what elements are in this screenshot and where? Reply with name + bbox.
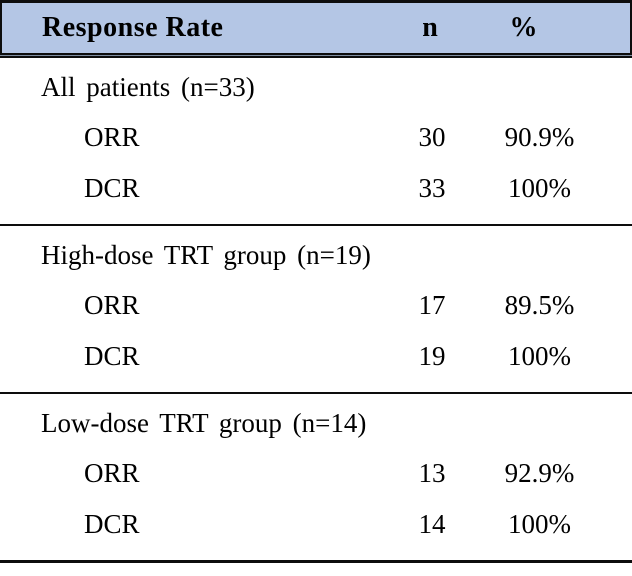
row-pct-value: 92.9% — [504, 458, 575, 488]
row-label: ORR — [84, 458, 140, 488]
table-row: ORR 17 89.5% — [0, 280, 632, 331]
row-label: DCR — [84, 173, 140, 203]
row-pct-value: 89.5% — [504, 290, 575, 320]
row-label: ORR — [84, 290, 140, 320]
table-header-row: Response Rate n % — [0, 0, 632, 53]
row-n-value: 30 — [418, 122, 446, 152]
section-title: Low-dose TRT group (n=14) — [41, 407, 367, 438]
row-label: ORR — [84, 122, 140, 152]
table-row: DCR 14 100% — [0, 499, 632, 550]
section-low-dose-trt: Low-dose TRT group (n=14) ORR 13 92.9% D… — [0, 394, 632, 563]
row-n-value: 33 — [418, 173, 446, 203]
row-n-value: 17 — [418, 290, 446, 320]
row-pct-value: 100% — [508, 341, 571, 371]
row-label: DCR — [84, 509, 140, 539]
table-row: ORR 30 90.9% — [0, 112, 632, 163]
column-header-response-rate: Response Rate — [42, 12, 224, 43]
table-row: DCR 33 100% — [0, 163, 632, 214]
row-pct-value: 100% — [508, 173, 571, 203]
row-pct-value: 90.9% — [504, 122, 575, 152]
section-high-dose-trt: High-dose TRT group (n=19) ORR 17 89.5% … — [0, 226, 632, 394]
section-title: All patients (n=33) — [41, 71, 255, 102]
section-all-patients: All patients (n=33) ORR 30 90.9% DCR 33 … — [0, 58, 632, 226]
row-label: DCR — [84, 341, 140, 371]
row-pct-value: 100% — [508, 509, 571, 539]
table-row: ORR 13 92.9% — [0, 448, 632, 499]
header-divider-line — [0, 53, 632, 58]
row-n-value: 14 — [418, 509, 446, 539]
table-row: DCR 19 100% — [0, 331, 632, 382]
section-title: High-dose TRT group (n=19) — [41, 239, 371, 270]
column-header-n: n — [422, 12, 438, 43]
row-n-value: 13 — [418, 458, 446, 488]
column-header-pct: % — [509, 12, 538, 43]
row-n-value: 19 — [418, 341, 446, 371]
